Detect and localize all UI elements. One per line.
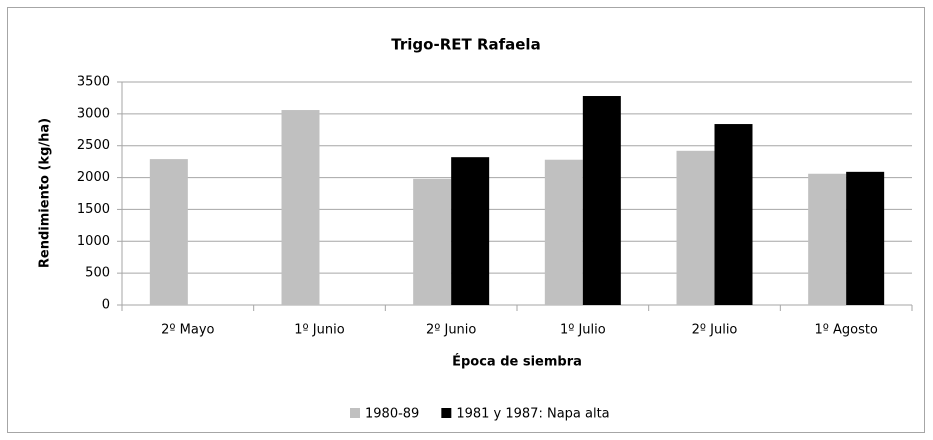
chart-title: Trigo-RET Rafaela xyxy=(391,36,540,54)
x-tick-label: 2º Julio xyxy=(692,323,738,338)
y-tick-label: 3000 xyxy=(77,106,110,121)
bar xyxy=(714,124,753,306)
y-tick-label: 0 xyxy=(102,298,110,313)
x-tick-label: 2º Mayo xyxy=(161,323,214,338)
y-axis-title: Rendimiento (kg/ha) xyxy=(38,118,53,268)
bar xyxy=(544,159,583,305)
x-axis-title: Época de siembra xyxy=(452,354,582,370)
bar xyxy=(451,157,490,305)
y-tick-label: 2000 xyxy=(77,170,110,185)
legend-label: 1981 y 1987: Napa alta xyxy=(456,407,609,422)
legend-swatch xyxy=(441,408,452,418)
y-tick-label: 2500 xyxy=(77,138,110,153)
legend-swatch xyxy=(350,408,360,418)
x-tick-label: 2º Junio xyxy=(426,323,476,338)
x-tick-label: 1º Agosto xyxy=(814,323,877,338)
y-tick-label: 1000 xyxy=(77,234,110,249)
bar xyxy=(808,173,847,305)
bar xyxy=(413,178,452,305)
bar xyxy=(281,110,320,305)
bar xyxy=(846,171,885,305)
bar xyxy=(582,96,621,305)
y-tick-label: 1500 xyxy=(77,202,110,217)
x-tick-label: 1º Julio xyxy=(560,323,606,338)
bar xyxy=(149,159,188,305)
y-tick-label: 3500 xyxy=(77,75,110,90)
legend-label: 1980-89 xyxy=(365,407,419,422)
y-tick-label: 500 xyxy=(85,266,110,281)
x-tick-label: 1º Junio xyxy=(294,323,344,338)
bar xyxy=(676,150,715,305)
